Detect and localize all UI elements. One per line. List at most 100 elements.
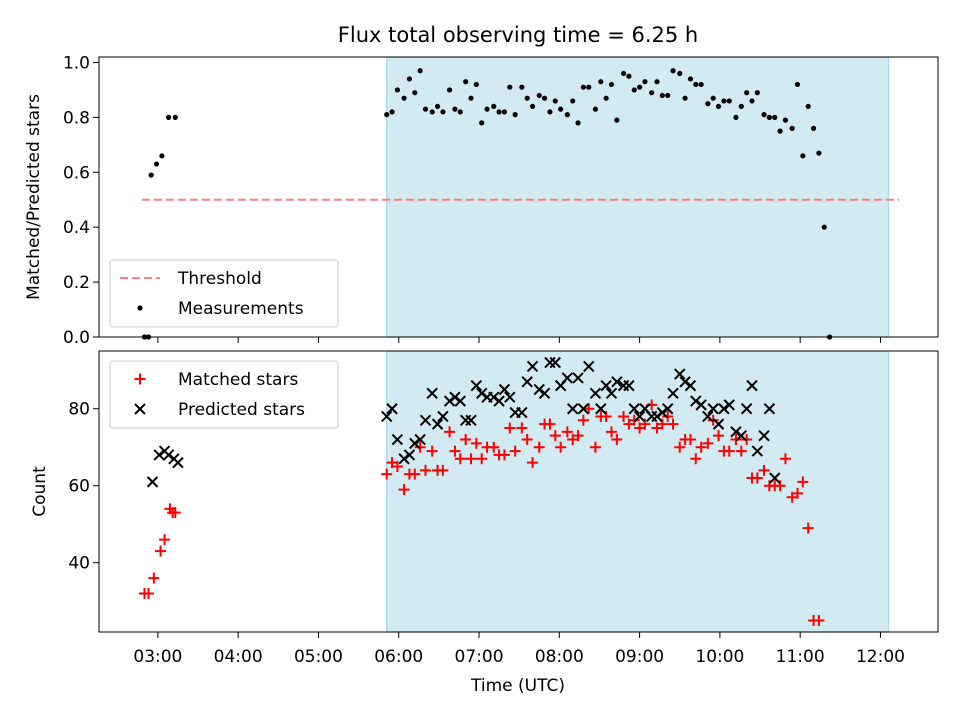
predicted-star-point [449, 391, 461, 403]
measurement-point [159, 153, 165, 159]
measurement-point [479, 120, 485, 126]
x-tick-label: 06:00 [374, 647, 423, 667]
count-legend: Matched stars Predicted stars [109, 360, 339, 429]
predicted-star-point [443, 395, 456, 407]
x-tick-label: 12:00 [856, 647, 905, 667]
matched-star-point [465, 453, 477, 465]
predicted-star-point [533, 383, 545, 396]
measurement-point [626, 73, 632, 79]
y-tick-label: 0.6 [63, 163, 90, 183]
y-tick-label: 80 [68, 400, 90, 420]
measurement-point [659, 92, 665, 99]
predicted-star-point [735, 429, 748, 442]
matched-star-point [527, 457, 539, 469]
measurement-point [777, 128, 783, 134]
measurement-point [496, 109, 502, 115]
legend-predicted-swatch [134, 403, 146, 415]
measurement-point [805, 103, 811, 110]
measurement-point [473, 81, 479, 88]
x-tick-label: 08:00 [535, 647, 584, 667]
measurement-point [165, 114, 172, 120]
legend-measurements-label: Measurements [178, 299, 304, 319]
x-tick-label: 10:00 [695, 647, 744, 667]
measurement-point [406, 76, 413, 82]
predicted-star-point [403, 449, 416, 461]
matched-star-point [813, 614, 825, 626]
predicted-star-point [566, 403, 579, 415]
predicted-star-point [633, 410, 646, 423]
matched-star-point [690, 453, 702, 465]
measurement-point [570, 98, 576, 104]
predicted-star-point [667, 387, 679, 400]
predicted-star-point [426, 387, 438, 400]
matched-star-point [572, 430, 584, 442]
measurement-point [172, 114, 178, 120]
matched-star-point [741, 434, 753, 446]
predicted-star-point [702, 410, 714, 423]
predicted-star-point [718, 403, 730, 415]
measurement-point [586, 84, 592, 90]
measurement-point [744, 90, 750, 96]
predicted-star-point [684, 379, 697, 392]
predicted-star-point [431, 418, 444, 430]
x-tick-label: 03:00 [133, 647, 182, 667]
measurement-point [816, 150, 822, 156]
predicted-star-point [623, 379, 635, 392]
matched-star-point [498, 449, 510, 461]
matched-star-point [460, 434, 472, 446]
x-tick-label: 07:00 [455, 647, 504, 667]
matched-star-point [454, 453, 466, 465]
matched-star-point [713, 430, 725, 442]
matched-star-point [488, 441, 500, 453]
measurement-point [519, 84, 525, 90]
matched-star-point [516, 422, 528, 434]
predicted-star-point [769, 472, 781, 484]
predicted-star-point [488, 391, 500, 403]
matched-star-point [674, 441, 686, 453]
predicted-star-point [538, 387, 551, 400]
measurement-point [715, 103, 722, 110]
predicted-star-point [414, 433, 426, 446]
matched-star-point [662, 410, 674, 422]
matched-star-point [561, 426, 573, 438]
ratio-y-axis-label: Matched/Predicted stars [24, 94, 44, 300]
measurement-point [782, 117, 789, 123]
matched-star-point [155, 545, 167, 557]
measurement-point [738, 103, 744, 110]
matched-star-point [555, 441, 567, 453]
measurement-point [440, 109, 446, 115]
count-y-axis-label: Count [30, 466, 50, 517]
matched-star-point [702, 437, 714, 449]
y-tick-label: 0.2 [63, 273, 90, 293]
matched-star-point [802, 522, 814, 534]
matched-star-point [148, 572, 160, 584]
measurement-point [468, 95, 474, 101]
predicted-star-point [695, 399, 707, 411]
matched-star-point [449, 445, 461, 457]
matched-star-point [437, 464, 449, 476]
matched-star-point [797, 476, 809, 488]
matched-star-point [381, 468, 393, 480]
matched-star-point [159, 534, 171, 546]
predicted-star-point [583, 360, 595, 373]
measurement-point [598, 79, 604, 85]
measurement-point [389, 109, 395, 115]
predicted-star-point [656, 406, 669, 419]
predicted-star-point [521, 376, 533, 388]
x-tick-label: 05:00 [294, 647, 343, 667]
measurement-point [457, 109, 463, 115]
matched-star-point [628, 414, 640, 426]
predicted-star-point [740, 403, 753, 415]
predicted-star-point [589, 387, 602, 400]
matched-star-point [684, 434, 696, 446]
measurement-point [412, 90, 418, 96]
measurement-point [580, 84, 586, 90]
measurement-point [761, 112, 767, 118]
predicted-star-point [679, 376, 691, 388]
measurement-point [800, 153, 806, 159]
matched-star-point [707, 414, 719, 426]
measurement-point [512, 112, 518, 118]
predicted-star-point [751, 445, 764, 457]
predicted-star-point [454, 395, 466, 407]
measurement-point [401, 95, 407, 101]
